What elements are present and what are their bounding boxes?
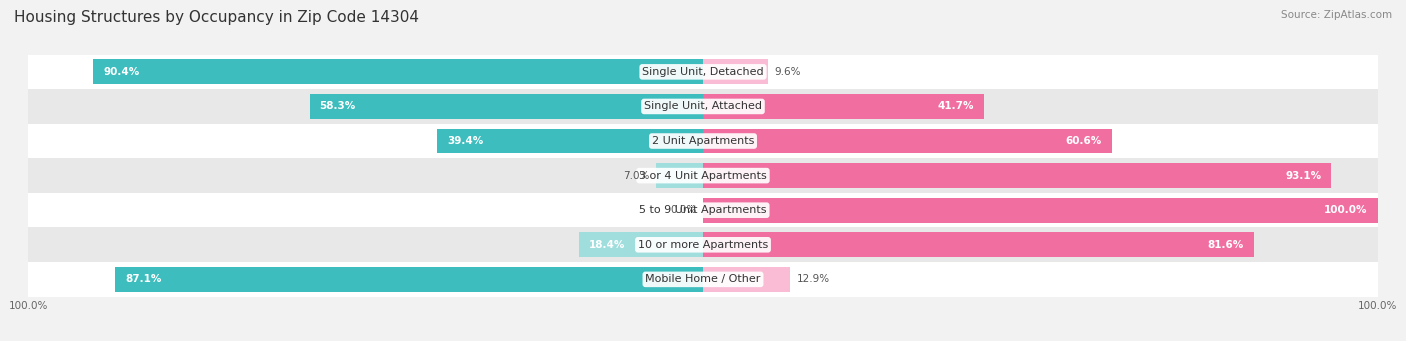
Text: Housing Structures by Occupancy in Zip Code 14304: Housing Structures by Occupancy in Zip C… xyxy=(14,10,419,25)
Bar xyxy=(28,124,1378,158)
Bar xyxy=(309,94,703,119)
Bar xyxy=(655,163,703,188)
Bar xyxy=(115,267,703,292)
Text: 10 or more Apartments: 10 or more Apartments xyxy=(638,240,768,250)
Bar xyxy=(28,193,1378,227)
Text: 90.4%: 90.4% xyxy=(103,67,139,77)
Text: Single Unit, Attached: Single Unit, Attached xyxy=(644,101,762,112)
Text: 41.7%: 41.7% xyxy=(938,101,974,112)
Legend: Owner-occupied, Renter-occupied: Owner-occupied, Renter-occupied xyxy=(576,336,830,341)
Text: 93.1%: 93.1% xyxy=(1285,170,1322,181)
Text: 2 Unit Apartments: 2 Unit Apartments xyxy=(652,136,754,146)
Text: 58.3%: 58.3% xyxy=(319,101,356,112)
Bar xyxy=(703,59,768,84)
Bar xyxy=(703,232,1254,257)
Bar xyxy=(28,227,1378,262)
Bar xyxy=(703,198,1378,223)
Text: 9.6%: 9.6% xyxy=(775,67,801,77)
Text: 3 or 4 Unit Apartments: 3 or 4 Unit Apartments xyxy=(640,170,766,181)
Bar xyxy=(28,158,1378,193)
Bar xyxy=(28,262,1378,297)
Bar xyxy=(703,163,1331,188)
Bar xyxy=(28,89,1378,124)
Text: 18.4%: 18.4% xyxy=(589,240,626,250)
Text: 12.9%: 12.9% xyxy=(797,275,830,284)
Text: 7.0%: 7.0% xyxy=(623,170,650,181)
Text: 81.6%: 81.6% xyxy=(1208,240,1243,250)
Bar xyxy=(28,55,1378,89)
Bar xyxy=(703,129,1112,153)
Text: Source: ZipAtlas.com: Source: ZipAtlas.com xyxy=(1281,10,1392,20)
Text: 60.6%: 60.6% xyxy=(1066,136,1102,146)
Text: Single Unit, Detached: Single Unit, Detached xyxy=(643,67,763,77)
Text: 87.1%: 87.1% xyxy=(125,275,162,284)
Bar xyxy=(437,129,703,153)
Bar xyxy=(703,267,790,292)
Text: 0.0%: 0.0% xyxy=(671,205,696,215)
Text: 5 to 9 Unit Apartments: 5 to 9 Unit Apartments xyxy=(640,205,766,215)
Text: 100.0%: 100.0% xyxy=(1324,205,1368,215)
Bar xyxy=(93,59,703,84)
Text: 39.4%: 39.4% xyxy=(447,136,484,146)
Bar xyxy=(579,232,703,257)
Text: Mobile Home / Other: Mobile Home / Other xyxy=(645,275,761,284)
Bar xyxy=(703,94,984,119)
